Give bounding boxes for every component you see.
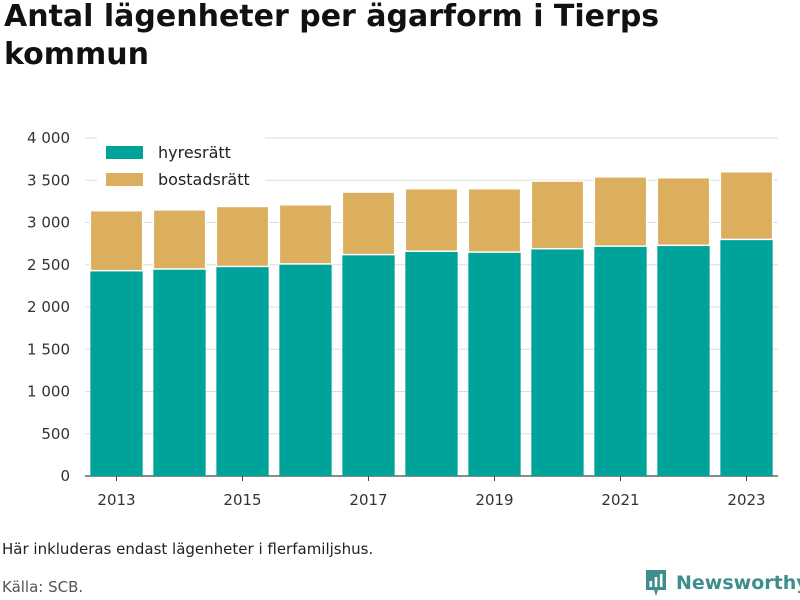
bar-hyresratt-2017 xyxy=(342,254,395,476)
brand-name: Newsworthy xyxy=(676,572,800,594)
legend-swatch xyxy=(106,146,143,159)
bar-hyresratt-2020 xyxy=(531,248,584,476)
y-tick-label: 2 000 xyxy=(27,298,70,316)
source-note: Källa: SCB. xyxy=(2,578,84,596)
legend-label: bostadsrätt xyxy=(158,170,250,189)
x-tick-label: 2021 xyxy=(601,491,639,509)
y-tick-label: 500 xyxy=(41,425,70,443)
bar-bostadsratt-2013 xyxy=(89,209,144,272)
y-axis-ticks: 0 500 1 000 1 500 2 000 2 500 3 000 3 500 4 000 xyxy=(27,129,70,485)
legend-swatch xyxy=(106,173,143,186)
bar-hyresratt-2023 xyxy=(720,239,773,476)
brand-logo: Newsworthy xyxy=(644,568,800,598)
bar-bostadsratt-2018 xyxy=(404,187,459,252)
x-tick-label: 2019 xyxy=(475,491,513,509)
y-tick-label: 3 000 xyxy=(27,214,70,232)
y-tick-label: 1 000 xyxy=(27,383,70,401)
bar-hyresratt-2014 xyxy=(153,268,206,476)
bar-bostadsratt-2023 xyxy=(719,171,774,241)
x-tick-label: 2023 xyxy=(727,491,765,509)
bar-bostadsratt-2020 xyxy=(530,180,585,250)
x-tick-label: 2015 xyxy=(223,491,261,509)
footnote: Här inkluderas endast lägenheter i flerf… xyxy=(2,540,374,558)
chart-title: Antal lägenheter per ägarform i Tierps k… xyxy=(4,0,660,72)
bar-hyresratt-2019 xyxy=(468,252,521,476)
x-axis-ticks: 2013 2015 2017 2019 2021 2023 xyxy=(97,476,766,509)
bar-hyresratt-2021 xyxy=(594,246,647,476)
y-tick-label: 3 500 xyxy=(27,171,70,189)
x-tick-label: 2013 xyxy=(97,491,135,509)
bar-bostadsratt-2017 xyxy=(341,191,396,256)
bar-bostadsratt-2019 xyxy=(467,187,522,253)
x-tick-label: 2017 xyxy=(349,491,387,509)
y-tick-label: 1 500 xyxy=(27,340,70,358)
bar-hyresratt-2013 xyxy=(90,270,143,476)
bar-bostadsratt-2022 xyxy=(656,176,711,247)
legend: hyresrätt bostadsrätt xyxy=(97,136,265,198)
bar-bostadsratt-2021 xyxy=(593,176,648,247)
bar-hyresratt-2018 xyxy=(405,251,458,476)
y-tick-label: 0 xyxy=(60,467,70,485)
y-tick-label: 2 500 xyxy=(27,256,70,274)
legend-label: hyresrätt xyxy=(158,143,231,162)
bars xyxy=(89,171,774,476)
bar-hyresratt-2016 xyxy=(279,263,332,476)
bar-hyresratt-2015 xyxy=(216,266,269,476)
bar-bostadsratt-2016 xyxy=(278,204,333,265)
y-tick-label: 4 000 xyxy=(27,129,70,147)
newsworthy-icon xyxy=(646,570,666,596)
bar-bostadsratt-2014 xyxy=(152,209,207,270)
bar-hyresratt-2022 xyxy=(657,245,710,476)
bar-bostadsratt-2015 xyxy=(215,205,270,268)
